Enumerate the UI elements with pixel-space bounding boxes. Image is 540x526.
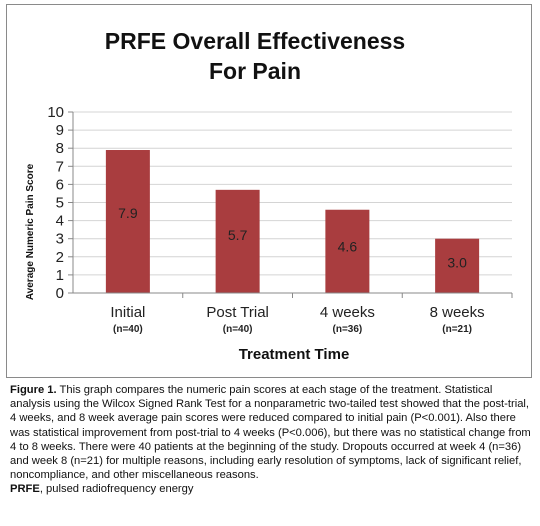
y-tick-label: 1 <box>56 267 64 284</box>
caption-abbrev-label: PRFE <box>10 483 40 496</box>
x-category-label: Initial <box>110 304 145 321</box>
bar <box>325 209 370 293</box>
bar <box>435 238 480 293</box>
y-axis-title: Average Numeric Pain Score <box>25 163 36 300</box>
caption-label: Figure 1. <box>10 384 57 396</box>
x-category-sample-size: (n=40) <box>113 324 143 335</box>
y-tick-label: 0 <box>56 285 64 302</box>
x-category-label: 8 weeks <box>430 304 485 321</box>
bars <box>105 150 480 293</box>
x-category-label: Post Trial <box>206 304 269 321</box>
y-tick-label: 2 <box>56 249 64 266</box>
y-tick-label: 6 <box>56 176 64 193</box>
caption-text: This graph compares the numeric pain sco… <box>10 384 531 482</box>
y-tick-label: 4 <box>56 213 64 230</box>
bar-value-label: 4.6 <box>338 238 358 254</box>
y-tick-label: 8 <box>56 140 64 157</box>
bar-value-label: 5.7 <box>228 227 248 243</box>
bar-value-label: 3.0 <box>447 255 467 271</box>
y-tick-label: 3 <box>56 231 64 248</box>
y-tick-label: 5 <box>56 195 64 212</box>
x-axis-title: Treatment Time <box>239 346 350 363</box>
x-category-sample-size: (n=36) <box>333 324 363 335</box>
x-category-label: 4 weeks <box>320 304 375 321</box>
y-tick-label: 7 <box>56 158 64 175</box>
x-category-sample-size: (n=21) <box>442 324 472 335</box>
x-axis-categories: Initial (n=40) Post Trial (n=40) 4 weeks (n=3… <box>110 293 513 335</box>
caption-abbrev-text: , pulsed radiofrequency energy <box>39 483 194 496</box>
bar-value-label: 7.9 <box>118 205 138 221</box>
figure-frame <box>6 4 532 378</box>
bar <box>215 189 260 293</box>
chart-title-line-2: For Pain <box>209 58 301 84</box>
data-labels: 7.9 5.7 4.6 3.0 <box>118 205 467 271</box>
y-tick-label: 9 <box>56 122 64 139</box>
y-tick-label: 10 <box>47 104 64 121</box>
chart-title-line-1: PRFE Overall Effectiveness <box>105 28 405 54</box>
x-category-sample-size: (n=40) <box>223 324 253 335</box>
bar <box>105 150 150 293</box>
figure-caption: Figure 1. This graph compares the numeri… <box>10 383 532 497</box>
chart: PRFE Overall Effectiveness For Pain 0123… <box>25 28 513 363</box>
